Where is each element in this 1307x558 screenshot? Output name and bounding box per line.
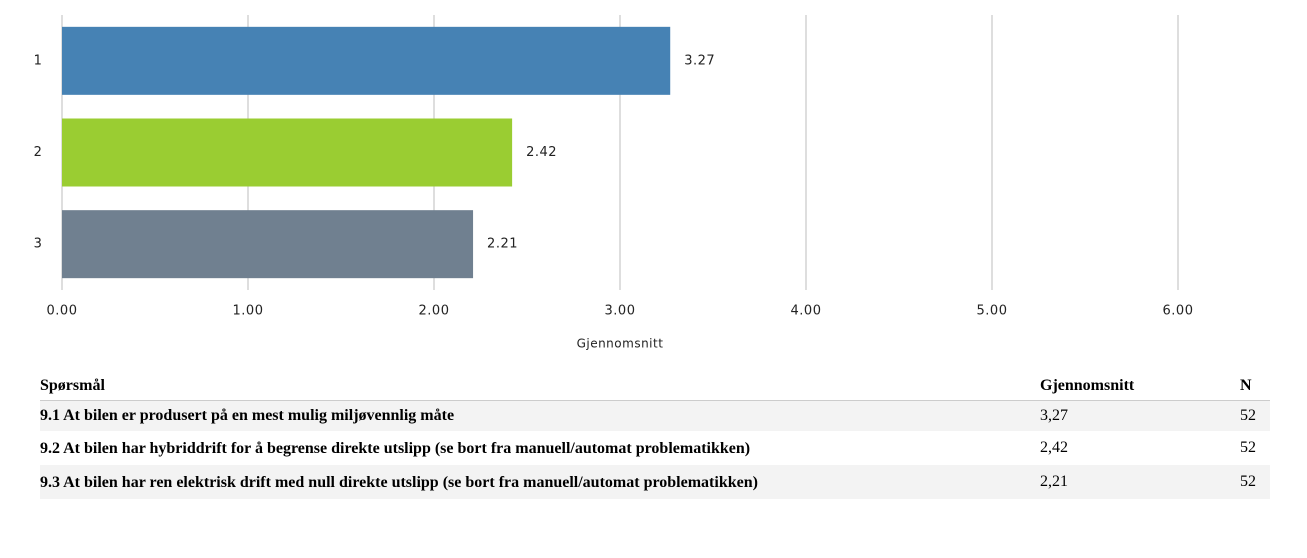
bar bbox=[62, 118, 513, 187]
y-tick-label: 2 bbox=[34, 145, 43, 160]
table-cell: 52 bbox=[1240, 473, 1256, 490]
table-cell: 52 bbox=[1240, 439, 1256, 456]
y-tick-label: 1 bbox=[34, 53, 43, 68]
x-tick-label: 1.00 bbox=[233, 304, 264, 319]
table-row: 9.2 At bilen har hybriddrift for å begre… bbox=[40, 431, 1270, 465]
bar bbox=[62, 210, 474, 279]
header-cell: N bbox=[1240, 372, 1270, 401]
x-tick-label: 6.00 bbox=[1163, 304, 1194, 319]
data-label: 3.27 bbox=[684, 53, 715, 68]
x-tick-label: 0.00 bbox=[47, 304, 78, 319]
table-cell: 9.3 At bilen har ren elektrisk drift med… bbox=[40, 473, 758, 491]
bar bbox=[62, 26, 671, 95]
y-tick-label: 3 bbox=[34, 237, 43, 252]
table: Spørsmål Gjennomsnitt N 9.1 At bilen er … bbox=[40, 372, 1270, 499]
header-cell: Gjennomsnitt bbox=[1040, 372, 1240, 401]
header-cell: Spørsmål bbox=[40, 372, 1040, 401]
table-cell: 52 bbox=[1240, 407, 1256, 424]
table-cell: 2,21 bbox=[1040, 473, 1068, 490]
x-tick-label: 4.00 bbox=[791, 304, 822, 319]
table-cell: 9.1 At bilen er produsert på en mest mul… bbox=[40, 407, 455, 424]
x-tick-label: 3.00 bbox=[605, 304, 636, 319]
table-row: 9.1 At bilen er produsert på en mest mul… bbox=[40, 400, 1270, 431]
header-row: Spørsmål Gjennomsnitt N bbox=[40, 372, 1270, 401]
data-label: 2.21 bbox=[487, 237, 518, 252]
table-cell: 2,42 bbox=[1040, 439, 1068, 456]
table-row: 9.3 At bilen har ren elektrisk drift med… bbox=[40, 465, 1270, 499]
chart: Gjennomsnitt 0.00 1.00 2.00 3.00 4.00 5.00 6.0… bbox=[34, 15, 1194, 351]
x-axis-label: Gjennomsnitt bbox=[577, 337, 664, 351]
table-cell: 3,27 bbox=[1040, 407, 1068, 424]
table-cell: 9.2 At bilen har hybriddrift for å begre… bbox=[40, 439, 751, 457]
x-tick-label: 2.00 bbox=[419, 304, 450, 319]
table-body: 9.1 At bilen er produsert på en mest mul… bbox=[40, 400, 1270, 499]
x-tick-label: 5.00 bbox=[977, 304, 1008, 319]
data-label: 2.42 bbox=[526, 145, 557, 160]
